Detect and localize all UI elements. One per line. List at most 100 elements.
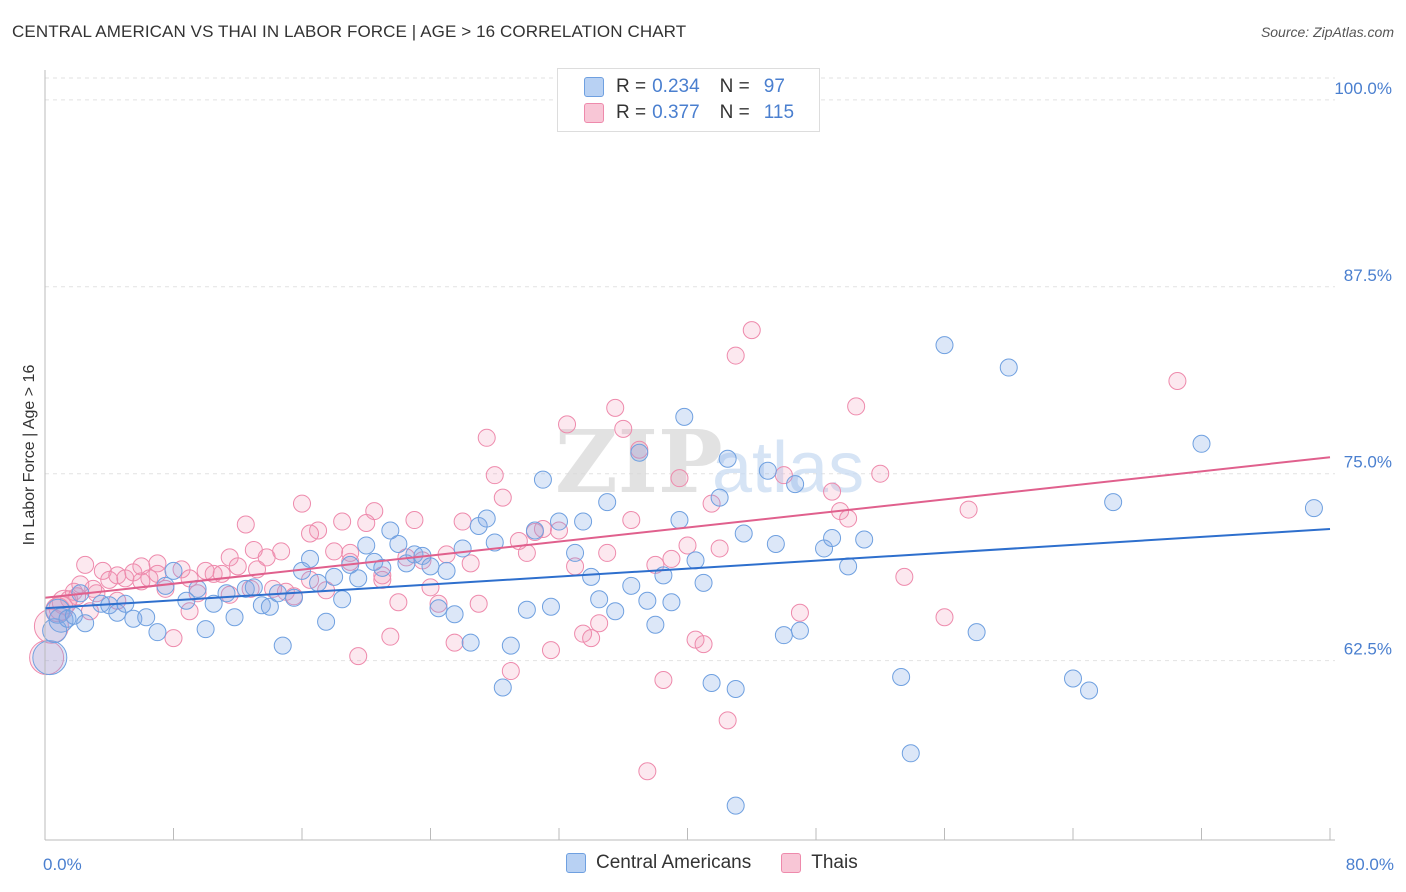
thai-point[interactable] <box>694 635 713 654</box>
central-point[interactable] <box>670 511 689 530</box>
central-point[interactable] <box>967 623 986 642</box>
thai-point[interactable] <box>93 561 112 580</box>
thai-point[interactable] <box>662 549 681 568</box>
central-point[interactable] <box>1064 669 1082 688</box>
thai-point[interactable] <box>164 629 183 648</box>
thai-point[interactable] <box>517 543 536 562</box>
thai-point[interactable] <box>638 762 657 781</box>
thai-point[interactable] <box>710 539 729 558</box>
thai-point[interactable] <box>220 585 239 604</box>
central-point[interactable] <box>726 796 745 815</box>
central-point[interactable] <box>630 443 649 462</box>
thai-point[interactable] <box>670 469 689 488</box>
thai-point[interactable] <box>429 594 448 613</box>
central-point[interactable] <box>453 539 472 558</box>
central-point[interactable] <box>225 608 244 627</box>
central-point[interactable] <box>204 594 223 613</box>
central-point[interactable] <box>839 557 858 576</box>
central-point[interactable] <box>726 679 745 698</box>
central-point[interactable] <box>244 578 263 597</box>
central-point[interactable] <box>694 573 713 592</box>
thai-point[interactable] <box>365 502 384 521</box>
thai-point[interactable] <box>405 511 424 530</box>
thai-point[interactable] <box>1168 371 1187 390</box>
central-point[interactable] <box>525 521 544 540</box>
central-point[interactable] <box>999 358 1018 377</box>
thai-point[interactable] <box>180 602 199 621</box>
thai-point[interactable] <box>445 633 464 652</box>
central-point[interactable] <box>622 576 641 595</box>
thai-point[interactable] <box>241 579 260 598</box>
thai-point[interactable] <box>847 397 866 416</box>
central-point[interactable] <box>710 488 729 507</box>
central-point[interactable] <box>790 621 809 640</box>
thai-point[interactable] <box>349 647 368 666</box>
thai-point[interactable] <box>244 540 263 559</box>
thai-point[interactable] <box>614 419 633 438</box>
central-point[interactable] <box>1192 434 1211 453</box>
central-point[interactable] <box>32 640 68 676</box>
thai-point[interactable] <box>823 482 842 501</box>
central-point[interactable] <box>1080 681 1099 700</box>
central-point[interactable] <box>823 528 842 547</box>
thai-point[interactable] <box>228 557 247 576</box>
thai-point[interactable] <box>325 542 344 561</box>
central-point[interactable] <box>566 543 585 562</box>
thai-point[interactable] <box>373 566 392 585</box>
central-point[interactable] <box>646 615 665 634</box>
central-point[interactable] <box>325 567 344 586</box>
thai-point[interactable] <box>333 512 352 531</box>
central-point[interactable] <box>766 534 785 553</box>
central-point[interactable] <box>357 536 376 555</box>
thai-point[interactable] <box>895 567 914 586</box>
central-point[interactable] <box>517 600 536 619</box>
thai-point[interactable] <box>293 494 311 513</box>
central-point[interactable] <box>461 633 480 652</box>
central-point[interactable] <box>317 612 336 631</box>
central-point[interactable] <box>188 579 207 598</box>
thai-point[interactable] <box>389 593 408 612</box>
thai-point[interactable] <box>590 614 609 633</box>
central-point[interactable] <box>935 336 954 355</box>
thai-point[interactable] <box>790 603 809 622</box>
thai-point[interactable] <box>678 536 697 555</box>
central-point[interactable] <box>76 614 95 633</box>
central-point[interactable] <box>702 674 721 693</box>
central-point[interactable] <box>45 598 71 624</box>
central-point[interactable] <box>855 530 874 549</box>
central-point[interactable] <box>137 608 156 627</box>
central-point[interactable] <box>501 636 520 655</box>
thai-point[interactable] <box>501 662 520 681</box>
thai-point[interactable] <box>558 415 577 434</box>
central-point[interactable] <box>389 534 408 553</box>
thai-point[interactable] <box>272 542 291 561</box>
central-point[interactable] <box>164 561 183 580</box>
thai-point[interactable] <box>622 511 641 530</box>
central-point[interactable] <box>1104 493 1123 512</box>
central-point[interactable] <box>196 620 215 639</box>
central-point[interactable] <box>662 593 681 612</box>
central-point[interactable] <box>349 569 368 588</box>
central-point[interactable] <box>598 493 617 512</box>
thai-point[interactable] <box>485 466 504 485</box>
central-point[interactable] <box>774 626 793 645</box>
thai-point[interactable] <box>461 554 480 573</box>
thai-point[interactable] <box>742 321 761 340</box>
thai-point[interactable] <box>381 627 400 646</box>
central-point[interactable] <box>148 623 167 642</box>
thai-point[interactable] <box>839 509 858 528</box>
thai-point[interactable] <box>493 488 512 507</box>
central-point[interactable] <box>273 636 292 655</box>
central-point[interactable] <box>786 475 805 494</box>
thai-point[interactable] <box>188 584 207 603</box>
thai-point[interactable] <box>469 594 488 613</box>
central-point[interactable] <box>606 602 625 621</box>
central-point[interactable] <box>582 567 601 586</box>
central-point[interactable] <box>533 470 552 489</box>
central-point[interactable] <box>477 509 496 528</box>
central-point[interactable] <box>429 599 448 618</box>
thai-point[interactable] <box>606 398 625 417</box>
central-point[interactable] <box>437 561 456 580</box>
central-point[interactable] <box>550 512 568 531</box>
central-point[interactable] <box>541 597 560 616</box>
